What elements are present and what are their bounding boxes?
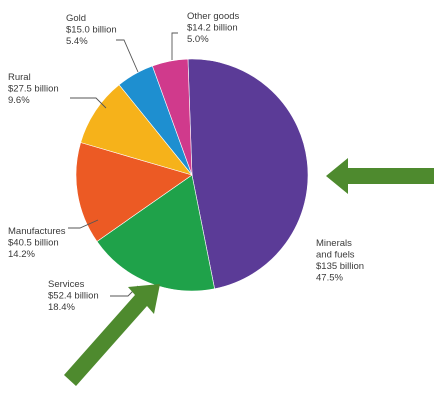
slice-label-line: Gold <box>66 13 86 24</box>
slice-label-line: $135 billion <box>316 261 364 272</box>
pie-slice-minerals-and-fuels <box>187 58 309 290</box>
minerals-and-fuels-pointer-arrow <box>326 158 434 194</box>
slice-label-line: 14.2% <box>8 249 35 260</box>
slice-label-manufactures: Manufactures $40.5 billion 14.2% <box>8 226 66 260</box>
slice-label-line: $52.4 billion <box>48 291 99 302</box>
slice-label-line: 9.6% <box>8 95 30 106</box>
slice-label-line: $40.5 billion <box>8 238 59 249</box>
slice-label-line: Rural <box>8 72 31 83</box>
slice-label-line: $27.5 billion <box>8 84 59 95</box>
services-pointer-arrow <box>64 284 160 386</box>
slice-label-line: $14.2 billion <box>187 23 238 34</box>
slice-label-gold: Gold $15.0 billion 5.4% <box>66 13 117 47</box>
pie-slice-other-goods <box>152 58 193 176</box>
leader-line-rural <box>70 97 107 109</box>
slice-label-other-goods: Other goods $14.2 billion 5.0% <box>187 11 240 45</box>
slice-label-minerals-and-fuels: Minerals and fuels $135 billion 47.5% <box>316 238 364 284</box>
leader-line-manufactures <box>68 219 99 229</box>
leader-line-gold <box>116 39 139 73</box>
slice-label-line: Other goods <box>187 11 240 22</box>
slice-label-line: and fuels <box>316 250 355 261</box>
pie-slice-services <box>96 174 215 292</box>
slice-label-line: 5.0% <box>187 34 209 45</box>
slice-label-line: Minerals <box>316 238 352 249</box>
slice-label-rural: Rural $27.5 billion 9.6% <box>8 72 59 106</box>
pointer-arrows <box>64 158 434 386</box>
slice-label-line: 5.4% <box>66 36 88 47</box>
slice-labels: Minerals and fuels $135 billion 47.5% Servic… <box>8 11 364 313</box>
leader-line-other-goods <box>171 32 178 60</box>
slice-label-services: Services $52.4 billion 18.4% <box>48 279 99 313</box>
pie-slices <box>75 58 309 292</box>
slice-label-line: $15.0 billion <box>66 25 117 36</box>
pie-slice-manufactures <box>75 142 193 242</box>
slice-label-line: 47.5% <box>316 273 343 284</box>
slice-label-line: 18.4% <box>48 302 75 313</box>
slice-label-line: Manufactures <box>8 226 66 237</box>
slice-label-line: Services <box>48 279 85 290</box>
